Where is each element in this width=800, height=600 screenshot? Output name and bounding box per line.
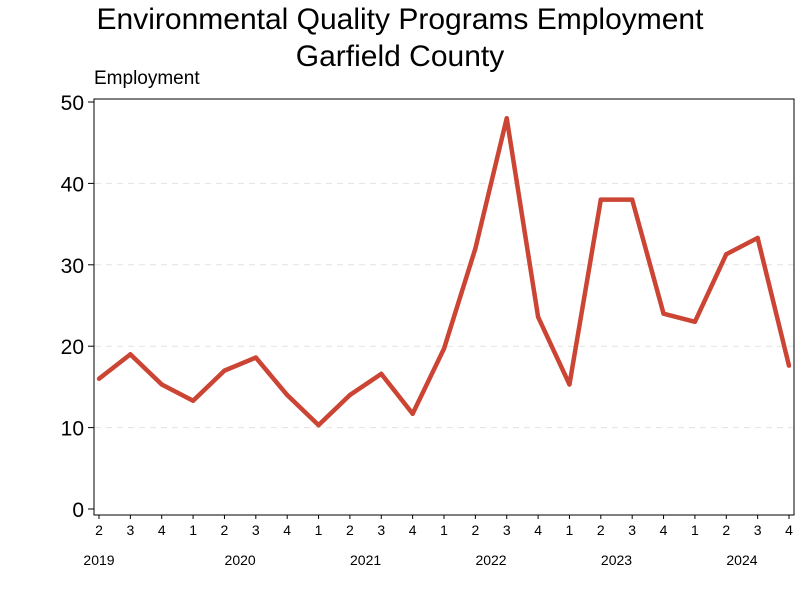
- x-tick-label: 1: [440, 522, 448, 538]
- data-point: [410, 411, 415, 416]
- y-tick-label: 10: [61, 418, 84, 441]
- data-point: [755, 235, 760, 241]
- data-point: [222, 368, 227, 373]
- x-tick-label: 4: [660, 522, 668, 538]
- x-tick-label: 3: [252, 522, 260, 538]
- x-tick-label: 4: [409, 522, 417, 538]
- year-label-2019: 2019: [83, 552, 114, 568]
- x-axis: 2 3 4 1 2 3 4 1 2 3 4 1 2 3 4 1 2 3 4 1 2 3 4 2019 2020 2021 2022 2…: [83, 515, 793, 568]
- x-tick-label: 2: [95, 522, 103, 538]
- x-tick-label: 3: [754, 522, 762, 538]
- y-tick-label: 40: [61, 173, 84, 196]
- data-point: [159, 382, 164, 387]
- data-point: [253, 355, 259, 360]
- x-tick-label: 2: [346, 522, 354, 538]
- data-point: [473, 246, 478, 251]
- data-point: [190, 398, 196, 403]
- year-label-2021: 2021: [350, 552, 381, 568]
- plot-area: [93, 98, 795, 516]
- year-label-2020: 2020: [225, 552, 256, 568]
- chart-title: Environmental Quality Programs Employmen…: [96, 3, 704, 36]
- x-tick-label: 2: [471, 522, 479, 538]
- year-label-2022: 2022: [475, 552, 506, 568]
- data-point: [284, 392, 290, 398]
- y-tick-label: 0: [72, 499, 84, 522]
- data-point: [598, 197, 604, 202]
- gridlines: [95, 182, 793, 429]
- data-point: [692, 319, 698, 324]
- data-point: [96, 376, 102, 381]
- data-point: [347, 392, 353, 398]
- data-point: [786, 363, 792, 368]
- x-tick-label: 2: [221, 522, 229, 538]
- data-point: [661, 311, 666, 316]
- data-point: [128, 352, 133, 357]
- data-point: [504, 116, 509, 121]
- x-tick-label: 1: [315, 522, 323, 538]
- x-tick-label: 3: [126, 522, 134, 538]
- data-point: [629, 197, 635, 202]
- data-point: [567, 382, 572, 387]
- x-tick-label: 1: [189, 522, 197, 538]
- y-tick-label: 30: [61, 255, 84, 278]
- y-tick-label: 20: [61, 336, 84, 359]
- x-tick-label: 1: [691, 522, 699, 538]
- year-label-2024: 2024: [726, 552, 757, 568]
- x-tick-label: 4: [158, 522, 166, 538]
- year-label-2023: 2023: [601, 552, 632, 568]
- x-tick-label: 4: [283, 522, 291, 538]
- data-point: [535, 314, 541, 320]
- x-tick-label: 3: [503, 522, 511, 538]
- chart-subtitle: Garfield County: [295, 40, 505, 73]
- x-tick-label: 1: [566, 522, 574, 538]
- y-tick-label: 50: [61, 92, 84, 115]
- data-point: [316, 422, 321, 428]
- y-axis-label: Employment: [94, 68, 200, 89]
- x-tick-label: 3: [628, 522, 636, 538]
- data-point: [379, 371, 384, 377]
- series-group: [96, 116, 792, 428]
- data-point: [724, 252, 729, 257]
- x-tick-label: 4: [534, 522, 542, 538]
- x-tick-label: 3: [377, 522, 385, 538]
- data-point: [441, 346, 447, 351]
- y-axis: 0 10 20 30 40 50: [61, 92, 94, 522]
- series-line-employment: [97, 116, 792, 428]
- x-tick-label: 2: [597, 522, 605, 538]
- x-tick-label: 2: [722, 522, 730, 538]
- x-tick-label: 4: [785, 522, 793, 538]
